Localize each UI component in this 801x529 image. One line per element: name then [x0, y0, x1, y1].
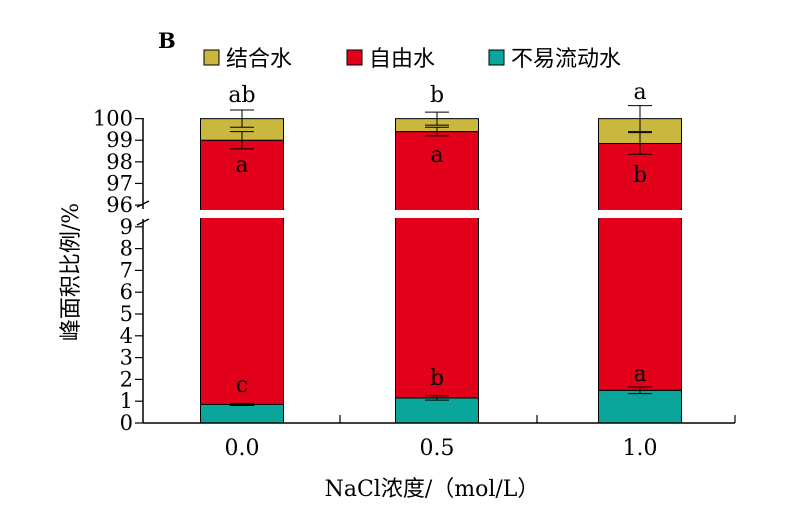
y-tick-label: 3: [120, 346, 133, 370]
legend-label: 结合水: [226, 47, 292, 72]
y-tick-label: 6: [120, 280, 133, 304]
bar-segment: [200, 139, 284, 405]
y-tick-label: 9: [120, 215, 133, 239]
y-tick-label: 5: [120, 302, 133, 326]
y-axis-title: 峰面积比例/%: [59, 203, 84, 341]
x-tick-label: 0.5: [420, 436, 455, 461]
y-tick-label: 0: [120, 411, 133, 435]
panel-label: B: [158, 28, 176, 53]
significance-letter: c: [236, 373, 248, 398]
y-tick-label: 8: [120, 237, 133, 261]
bars: [137, 118, 735, 424]
y-tick-label: 1: [120, 389, 133, 413]
significance-letter: a: [633, 80, 646, 105]
legend: 结合水 自由水 不易流动水: [203, 47, 621, 72]
x-tick-label: 0.0: [225, 436, 260, 461]
bar-segment: [200, 403, 284, 424]
bar-segment: [598, 389, 682, 424]
significance-letter: b: [430, 366, 444, 391]
legend-swatch: [346, 49, 363, 66]
legend-label: 自由水: [369, 47, 435, 72]
significance-letter: a: [235, 153, 248, 178]
axis-break-mark: [136, 218, 150, 226]
x-axis-title: NaCl浓度/（mol/L）: [325, 477, 540, 502]
y-tick-label: 100: [93, 107, 133, 131]
significance-letter: a: [430, 143, 443, 168]
axis-break-gap: [137, 210, 735, 218]
legend-label: 不易流动水: [511, 47, 621, 72]
y-tick-label: 7: [120, 258, 133, 282]
x-tick-label: 1.0: [623, 436, 658, 461]
legend-swatch: [203, 49, 220, 66]
y-tick-label: 97: [106, 171, 133, 195]
significance-letter: b: [633, 163, 647, 188]
y-tick-label: 99: [106, 128, 133, 152]
y-tick-label: 98: [106, 150, 133, 174]
y-tick-label: 4: [120, 324, 133, 348]
error-bars: [230, 105, 652, 407]
bar-segment: [395, 131, 479, 399]
axis-break-mark: [136, 200, 150, 208]
legend-swatch: [488, 49, 505, 66]
y-tick-label: 96: [106, 193, 133, 217]
significance-letter: a: [633, 362, 646, 387]
significance-letter: b: [430, 83, 444, 108]
significance-letter: ab: [228, 83, 255, 108]
bar-segment: [395, 397, 479, 424]
y-tick-label: 2: [120, 367, 133, 391]
